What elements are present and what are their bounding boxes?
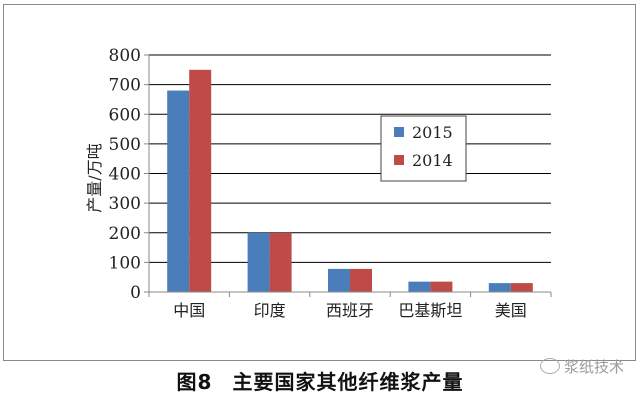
wechat-icon (539, 358, 560, 374)
x-tick-labels: 中国 印度 西班牙 巴基斯坦 美国 (148, 292, 552, 320)
bar-2015-印度 (247, 232, 270, 292)
y-tick-label: 800 (109, 46, 141, 66)
figure-caption: 图8 主要国家其他纤维浆产量 (0, 366, 640, 396)
bar-2014-西班牙 (350, 268, 372, 292)
bar-2015-中国 (167, 90, 190, 292)
y-tick-label: 600 (109, 105, 141, 125)
x-tick-label: 美国 (495, 301, 527, 320)
bar-2015-美国 (488, 283, 511, 292)
y-tick-labels: 0 100 200 300 400 500 600 700 800 (109, 46, 141, 303)
y-tick-label: 0 (130, 283, 141, 303)
y-axis-label: 产量/万吨 (85, 143, 104, 212)
bar-2015-巴基斯坦 (408, 281, 431, 292)
legend: 2015 2014 (380, 115, 467, 182)
bars (167, 69, 533, 292)
bar-2015-西班牙 (328, 268, 350, 292)
x-tick-label: 西班牙 (326, 301, 374, 320)
x-tick-label: 印度 (254, 301, 286, 320)
chart-frame (3, 4, 636, 361)
y-tick-label: 300 (109, 194, 141, 214)
legend-swatch-2015 (394, 127, 404, 137)
figure-number: 图8 (176, 370, 213, 394)
legend-label-2015: 2015 (412, 123, 453, 142)
watermark: 浆纸技术 (539, 354, 624, 378)
legend-swatch-2014 (394, 155, 404, 165)
x-tick-label: 巴基斯坦 (398, 301, 462, 320)
legend-label-2014: 2014 (412, 151, 453, 170)
y-tick-label: 100 (109, 253, 141, 273)
y-tick-label: 500 (109, 135, 141, 155)
x-tick-label: 中国 (173, 301, 205, 320)
legend-box (380, 115, 467, 182)
y-tick-label: 700 (109, 76, 141, 96)
bar-2014-美国 (510, 283, 533, 292)
y-tick-label: 200 (109, 224, 141, 244)
bar-2014-中国 (189, 69, 212, 292)
bar-chart: 产量/万吨 0 100 200 300 400 500 600 700 800 中国 印度 西班牙 巴… (85, 46, 552, 320)
figure-title: 主要国家其他纤维浆产量 (232, 370, 464, 394)
y-tick-label: 400 (109, 165, 141, 185)
watermark-text: 浆纸技术 (563, 357, 624, 376)
bar-2014-印度 (269, 232, 292, 292)
gridlines (144, 54, 551, 293)
bar-2014-巴基斯坦 (430, 281, 453, 292)
